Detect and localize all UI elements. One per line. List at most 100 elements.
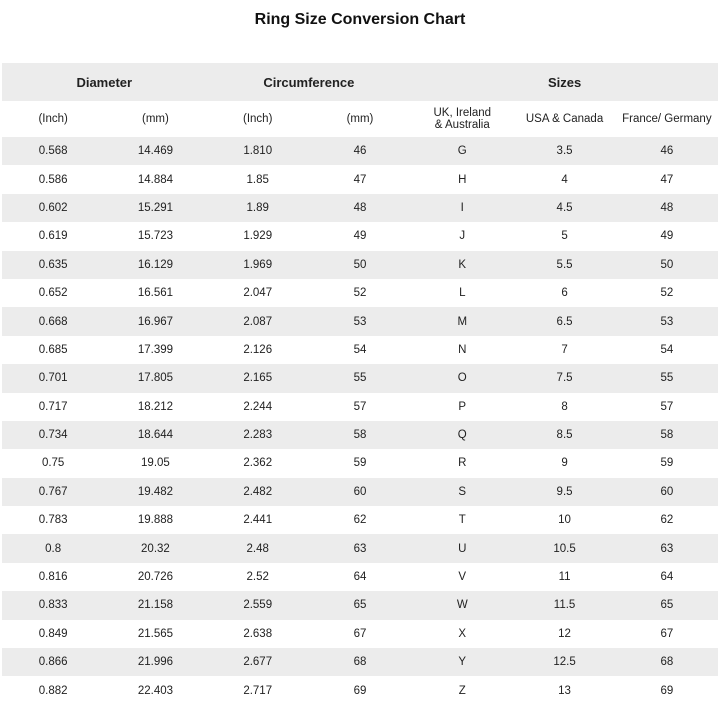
table-cell: 16.561 [137,287,174,300]
table-cell: S [458,485,467,498]
table-cell: 2.559 [243,599,273,612]
table-cell: 4.5 [556,201,573,214]
table-cell: 10.5 [553,542,576,555]
table-cell: 2.52 [246,571,269,584]
table-cell: 2.48 [246,542,269,555]
table-cell: 46 [353,145,367,158]
table-cell: 62 [660,514,674,527]
table-cell: 14.469 [137,145,174,158]
table-cell: 9.5 [556,485,573,498]
page-title: Ring Size Conversion Chart [254,11,466,28]
table-row: 0.816 20.726 2.52 64 V 11 64 [2,563,718,591]
table-cell: 52 [660,287,674,300]
table-cell: 55 [353,372,367,385]
table-cell: 8 [561,400,568,413]
table-cell: 21.565 [137,627,174,640]
table-cell: 48 [660,201,674,214]
table-cell: 0.619 [38,230,68,243]
table-cell: 19.482 [137,485,174,498]
table-cell: 21.158 [137,599,174,612]
table-cell: V [458,571,467,584]
column-header: UK, Ireland & Australia [411,101,514,137]
table-cell: 2.165 [243,372,273,385]
table-cell: R [458,457,467,470]
table-cell: 0.833 [38,599,68,612]
column-header-row: (Inch) (mm) (Inch) (mm) UK, Ireland & Austra… [2,101,718,137]
table-cell: 0.816 [38,571,68,584]
table-cell: 17.805 [137,372,174,385]
table-row: 0.849 21.565 2.638 67 X 12 67 [2,620,718,648]
table-cell: 0.767 [38,485,68,498]
table-cell: 2.441 [243,514,273,527]
table-cell: 1.89 [246,201,269,214]
table-cell: 57 [660,400,674,413]
table-cell: 0.568 [38,145,68,158]
table-cell: 58 [353,429,367,442]
table-cell: 54 [353,343,367,356]
table-cell: 50 [660,258,674,271]
table-cell: 0.602 [38,201,68,214]
table-row: 0.685 17.399 2.126 54 N 7 54 [2,336,718,364]
table-cell: 0.783 [38,514,68,527]
table-cell: 11.5 [553,599,576,612]
table-cell: 4 [561,173,568,186]
table-row: 0.767 19.482 2.482 60 S 9.5 60 [2,477,718,507]
table-cell: 48 [353,201,367,214]
column-header: (mm) [308,101,412,137]
table-cell: 2.362 [243,457,273,470]
table-cell: 64 [353,571,367,584]
table-cell: X [458,627,467,640]
table-cell: I [460,201,464,214]
table-cell: 67 [660,627,674,640]
group-sizes: Sizes [411,63,718,101]
table-cell: P [458,400,467,413]
table-row: 0.8 20.32 2.48 63 U 10.5 63 [2,534,718,563]
table-cell: 57 [353,400,367,413]
table-cell: 15.291 [137,201,174,214]
table-cell: 2.087 [243,315,273,328]
table-cell: 2.638 [243,627,273,640]
table-cell: 2.717 [243,684,273,697]
table-cell: 47 [660,173,674,186]
column-header: USA & Canada [513,101,616,137]
table-row: 0.734 18.644 2.283 58 Q 8.5 58 [2,420,718,450]
column-header: (mm) [104,101,207,137]
table-cell: 1.85 [246,173,269,186]
table-cell: 49 [353,230,367,243]
table-row: 0.866 21.996 2.677 68 Y 12.5 68 [2,648,718,677]
table-cell: 0.734 [38,429,68,442]
table-cell: L [459,287,466,300]
table-cell: 7.5 [556,372,573,385]
table-row: 0.652 16.561 2.047 52 L 6 52 [2,279,718,307]
table-cell: 1.969 [243,258,273,271]
table-cell: 69 [353,684,367,697]
table-cell: 1.929 [243,230,273,243]
table-cell: 67 [353,627,367,640]
table-cell: 54 [660,343,674,356]
table-cell: 68 [353,656,367,669]
column-header: (Inch) [206,101,309,137]
table-cell: 21.996 [137,656,174,669]
column-header: (Inch) [2,101,105,137]
table-cell: W [456,599,468,612]
table-row: 0.833 21.158 2.559 65 W 11.5 65 [2,591,718,620]
table-cell: 0.685 [38,343,68,356]
table-cell: 18.212 [137,400,174,413]
table-cell: 60 [353,485,367,498]
table-cell: 6 [561,287,568,300]
table-cell: 3.5 [556,145,573,158]
table-cell: 0.849 [38,627,68,640]
group-diameter: Diameter [2,63,207,101]
table-cell: 18.644 [137,429,174,442]
table-cell: Q [457,429,467,442]
table-cell: 62 [353,514,367,527]
table-cell: 13 [558,684,571,697]
table-row: 0.635 16.129 1.969 50 K 5.5 50 [2,250,718,279]
table-cell: J [459,230,466,243]
table-cell: 15.723 [137,230,174,243]
table-row: 0.717 18.212 2.244 57 P 8 57 [2,393,718,421]
table-cell: 0.8 [45,542,62,555]
table-cell: T [458,514,466,527]
table-cell: 53 [353,315,367,328]
table-cell: 9 [561,457,568,470]
